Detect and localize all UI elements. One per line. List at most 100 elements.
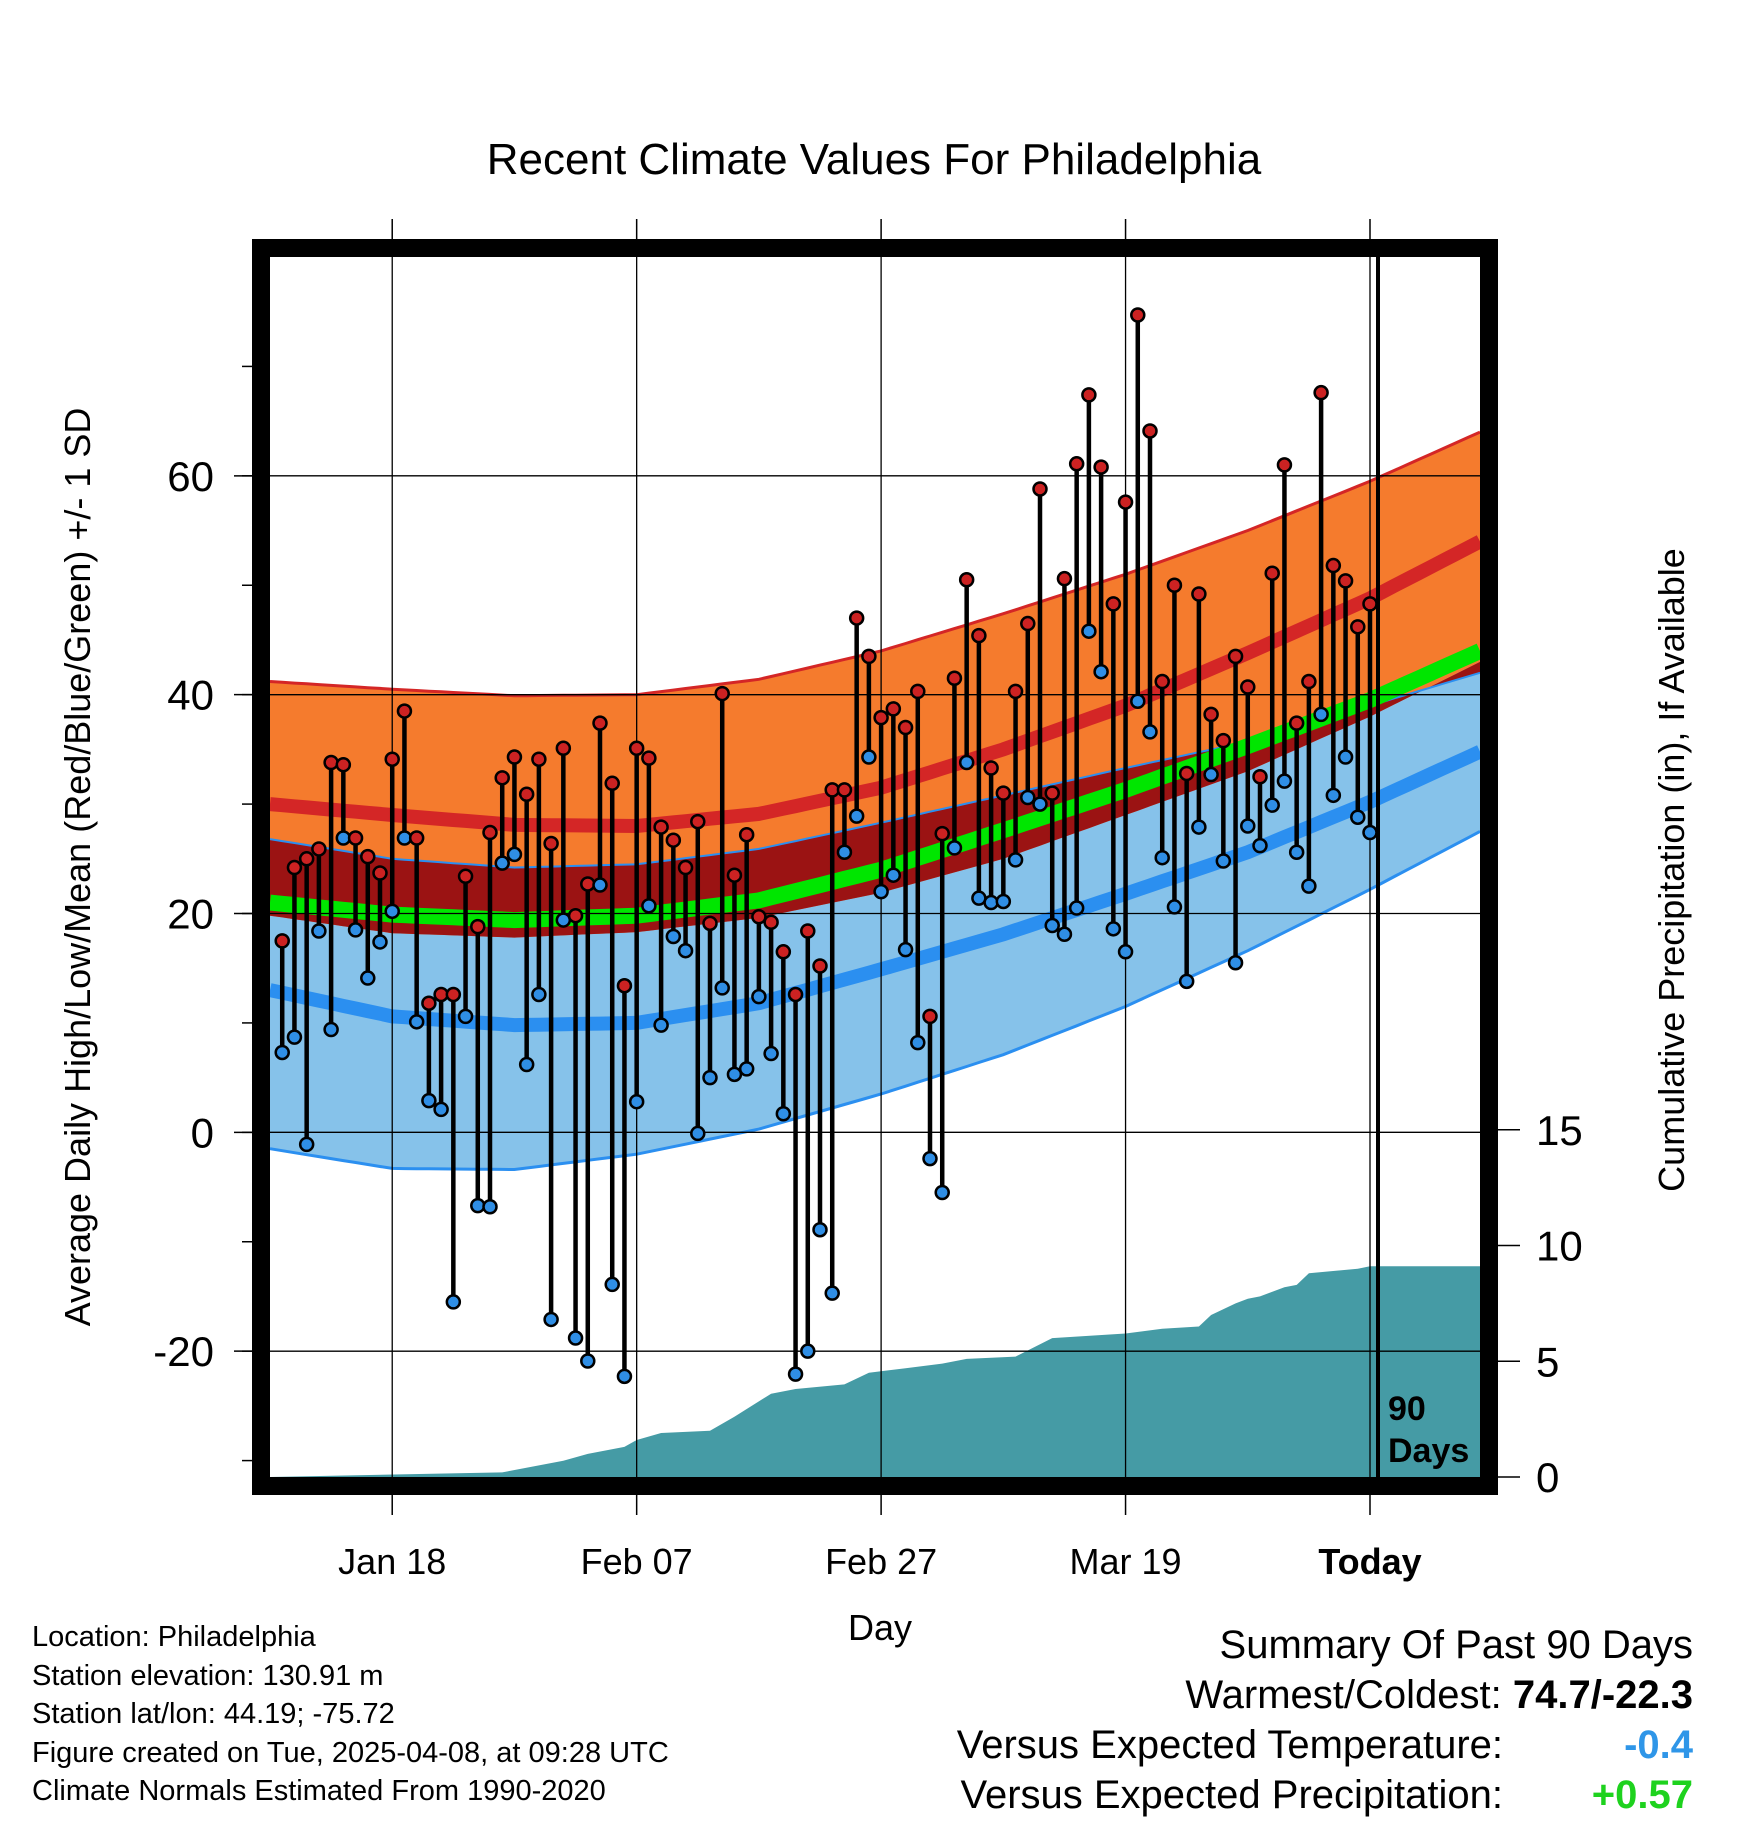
- today-label: 90 Days: [1388, 1390, 1469, 1470]
- normal-bands: [268, 430, 1484, 1172]
- high-dot-14: [445, 986, 462, 1003]
- high-dot-70: [1130, 307, 1146, 323]
- low-dot-71: [1142, 724, 1158, 740]
- low-dot-81: [1264, 797, 1280, 813]
- low-dot-27: [604, 1276, 620, 1293]
- high-dot-56: [958, 572, 975, 588]
- high-dot-26: [592, 715, 608, 731]
- high-dot-65: [1068, 456, 1085, 472]
- high-dot-85: [1313, 384, 1329, 401]
- high-dot-59: [995, 785, 1012, 801]
- high-dot-88: [1350, 619, 1366, 635]
- y-right-tick-label-5: 5: [1536, 1338, 1559, 1385]
- low-dot-25: [580, 1353, 596, 1369]
- high-dot-11: [408, 830, 425, 846]
- low-dot-17: [482, 1198, 498, 1215]
- low-dot-72: [1154, 849, 1170, 866]
- high-dot-84: [1301, 673, 1317, 690]
- x-tick-label-Feb 27: Feb 27: [825, 1541, 937, 1582]
- temp-label: Versus Expected Temperature:: [956, 1723, 1503, 1767]
- high-dot-50: [885, 701, 902, 717]
- high-dot-72: [1154, 673, 1170, 690]
- precip-value: +0.57: [1591, 1773, 1693, 1817]
- high-dot-29: [628, 740, 645, 757]
- mean-line: [269, 643, 1484, 929]
- y-right-tick-label-0: 0: [1536, 1454, 1559, 1501]
- summary-title: Summary Of Past 90 Days: [1219, 1623, 1693, 1667]
- x-tick-label-Feb 07: Feb 07: [581, 1541, 693, 1582]
- high-dot-27: [604, 775, 620, 792]
- precipitation-area: [270, 1266, 1480, 1477]
- y-right-tick-label-15: 15: [1536, 1107, 1583, 1154]
- summary-warmest-row: Warmest/Coldest: 74.7/-22.3: [957, 1670, 1693, 1720]
- high-dot-23: [555, 740, 572, 757]
- low-dot-62: [1032, 796, 1048, 812]
- x-tick-label-Jan 18: Jan 18: [338, 1541, 446, 1582]
- low-dot-35: [702, 1069, 718, 1086]
- low-dot-33: [677, 942, 694, 959]
- low-dot-75: [1191, 819, 1207, 835]
- low-dot-29: [628, 1093, 645, 1110]
- low-dot-82: [1276, 773, 1293, 789]
- high-dot-36: [714, 685, 730, 702]
- low-dot-3: [311, 923, 327, 939]
- high-dot-42: [787, 986, 804, 1003]
- created-text: Figure created on Tue, 2025-04-08, at 09…: [32, 1736, 669, 1769]
- high-dot-60: [1007, 683, 1024, 700]
- low-dot-78: [1227, 954, 1244, 971]
- high-dot-16: [470, 918, 486, 935]
- low-dot-51: [897, 941, 914, 958]
- low-dot-64: [1056, 926, 1073, 943]
- high-dot-55: [946, 670, 963, 687]
- high-dot-21: [531, 751, 547, 767]
- chart-title: Recent Climate Values For Philadelphia: [487, 135, 1262, 184]
- high-sd-band: [270, 432, 1480, 938]
- high-dot-74: [1178, 765, 1195, 782]
- high-dot-66: [1081, 387, 1097, 403]
- high-dot-7: [360, 848, 376, 865]
- low-dot-22: [543, 1311, 559, 1328]
- precip-label: Versus Expected Precipitation:: [960, 1773, 1503, 1817]
- high-dot-32: [665, 832, 682, 848]
- high-dot-71: [1142, 423, 1158, 439]
- low-dot-0: [274, 1044, 290, 1061]
- low-dot-4: [323, 1021, 339, 1038]
- high-dot-38: [738, 826, 755, 843]
- high-dot-62: [1032, 481, 1048, 497]
- high-dot-79: [1240, 679, 1256, 695]
- low-dot-50: [885, 867, 902, 883]
- high-dot-54: [934, 825, 950, 842]
- high-dot-31: [653, 819, 669, 835]
- high-dot-37: [726, 867, 743, 883]
- high-dot-39: [751, 909, 767, 925]
- y-axis-label: Average Daily High/Low/Mean (Red/Blue/Gr…: [57, 408, 98, 1327]
- high-dot-35: [702, 915, 718, 932]
- x-axis-label: Day: [848, 1607, 912, 1648]
- low-dot-77: [1215, 853, 1232, 869]
- high-dot-64: [1056, 570, 1073, 587]
- low-dot-45: [824, 1285, 840, 1301]
- high-dot-8: [372, 865, 388, 881]
- low-dot-7: [360, 970, 376, 986]
- low-dot-85: [1313, 706, 1329, 723]
- high-dot-81: [1264, 565, 1280, 581]
- high-dot-52: [910, 683, 926, 700]
- low-dot-38: [738, 1061, 755, 1077]
- high-dot-69: [1117, 494, 1134, 510]
- high-dot-80: [1252, 768, 1268, 785]
- low-dot-54: [934, 1184, 950, 1201]
- y-right-tick-label-10: 10: [1536, 1223, 1583, 1270]
- high-dot-30: [641, 750, 657, 766]
- low-dot-8: [372, 934, 388, 950]
- low-dot-6: [347, 922, 364, 938]
- high-dot-58: [983, 760, 999, 776]
- low-dot-69: [1117, 944, 1134, 960]
- x-tick-label-Today: Today: [1318, 1541, 1421, 1582]
- high-dot-87: [1337, 573, 1354, 589]
- high-dot-73: [1166, 577, 1183, 594]
- low-dot-40: [763, 1045, 779, 1062]
- low-dot-2: [298, 1136, 315, 1153]
- summary-temp-row: Versus Expected Temperature: -0.4: [957, 1720, 1693, 1770]
- precip-fill: [270, 1266, 1480, 1477]
- high-dot-6: [347, 830, 364, 846]
